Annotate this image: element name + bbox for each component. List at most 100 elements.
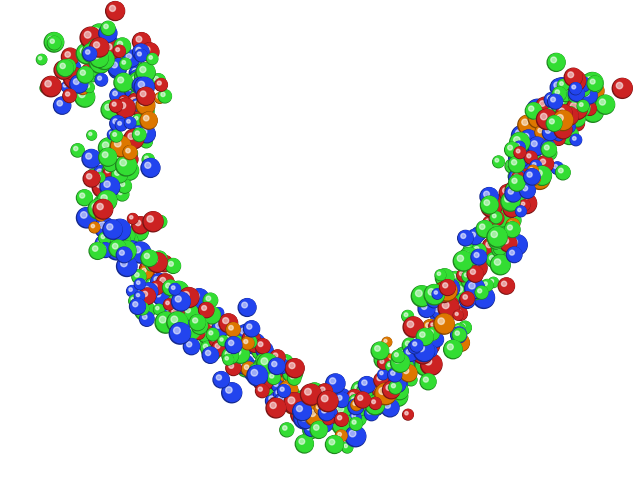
Circle shape	[116, 188, 129, 200]
Circle shape	[309, 386, 315, 392]
Circle shape	[519, 116, 537, 133]
Circle shape	[123, 50, 140, 67]
Circle shape	[501, 192, 520, 211]
Circle shape	[91, 49, 108, 66]
Circle shape	[161, 92, 165, 96]
Circle shape	[67, 71, 71, 74]
Circle shape	[559, 109, 562, 113]
Circle shape	[573, 93, 590, 109]
Circle shape	[216, 323, 221, 328]
Circle shape	[531, 176, 534, 180]
Circle shape	[306, 383, 323, 400]
Circle shape	[383, 337, 392, 347]
Circle shape	[525, 169, 540, 184]
Circle shape	[429, 321, 439, 331]
Circle shape	[442, 302, 449, 309]
Circle shape	[385, 359, 392, 365]
Circle shape	[135, 49, 147, 62]
Circle shape	[400, 373, 404, 377]
Circle shape	[104, 169, 118, 183]
Circle shape	[311, 417, 325, 431]
Circle shape	[89, 222, 100, 233]
Circle shape	[526, 128, 541, 143]
Circle shape	[454, 252, 473, 270]
Circle shape	[516, 130, 522, 136]
Circle shape	[229, 353, 241, 365]
Circle shape	[511, 201, 515, 204]
Circle shape	[372, 342, 388, 359]
Circle shape	[424, 320, 438, 334]
Circle shape	[93, 200, 113, 219]
Circle shape	[109, 50, 120, 61]
Circle shape	[499, 211, 510, 223]
Circle shape	[132, 77, 148, 94]
Circle shape	[445, 340, 462, 358]
Circle shape	[474, 280, 477, 284]
Circle shape	[470, 269, 476, 275]
Circle shape	[135, 279, 145, 289]
Circle shape	[540, 101, 545, 107]
Circle shape	[102, 36, 107, 40]
Circle shape	[143, 212, 163, 232]
Circle shape	[553, 87, 566, 100]
Circle shape	[41, 76, 61, 97]
Circle shape	[554, 111, 573, 129]
Circle shape	[437, 272, 440, 276]
Circle shape	[421, 374, 436, 389]
Circle shape	[491, 195, 506, 211]
Circle shape	[48, 36, 54, 43]
Circle shape	[388, 394, 392, 397]
Circle shape	[102, 101, 120, 118]
Circle shape	[431, 312, 440, 321]
Circle shape	[215, 344, 220, 348]
Circle shape	[101, 186, 118, 203]
Circle shape	[257, 366, 260, 370]
Circle shape	[84, 83, 94, 93]
Circle shape	[137, 297, 142, 302]
Circle shape	[54, 97, 70, 113]
Circle shape	[488, 277, 499, 288]
Circle shape	[104, 24, 108, 29]
Circle shape	[121, 83, 124, 86]
Circle shape	[431, 303, 448, 320]
Circle shape	[532, 113, 538, 119]
Circle shape	[460, 293, 475, 308]
Circle shape	[577, 96, 582, 101]
Circle shape	[244, 336, 257, 348]
Circle shape	[570, 83, 581, 94]
Circle shape	[87, 169, 101, 183]
Circle shape	[411, 339, 422, 351]
Circle shape	[568, 90, 580, 103]
Circle shape	[119, 76, 122, 80]
Circle shape	[100, 138, 118, 156]
Circle shape	[472, 227, 486, 240]
Circle shape	[104, 40, 121, 58]
Circle shape	[221, 333, 240, 352]
Circle shape	[244, 361, 265, 382]
Circle shape	[78, 88, 83, 92]
Circle shape	[579, 100, 589, 110]
Circle shape	[387, 383, 396, 393]
Circle shape	[79, 85, 83, 89]
Circle shape	[51, 80, 61, 89]
Circle shape	[537, 156, 554, 172]
Circle shape	[112, 65, 118, 70]
Circle shape	[132, 76, 139, 83]
Circle shape	[495, 246, 499, 250]
Circle shape	[101, 21, 115, 36]
Circle shape	[294, 408, 315, 429]
Circle shape	[507, 182, 520, 196]
Circle shape	[157, 218, 161, 222]
Circle shape	[454, 307, 467, 320]
Circle shape	[83, 170, 100, 187]
Circle shape	[314, 420, 319, 424]
Circle shape	[477, 289, 482, 293]
Circle shape	[405, 358, 417, 369]
Circle shape	[225, 357, 228, 360]
Circle shape	[100, 33, 113, 47]
Circle shape	[547, 53, 565, 72]
Circle shape	[367, 399, 384, 416]
Circle shape	[572, 119, 577, 124]
Circle shape	[505, 181, 524, 199]
Circle shape	[472, 227, 486, 241]
